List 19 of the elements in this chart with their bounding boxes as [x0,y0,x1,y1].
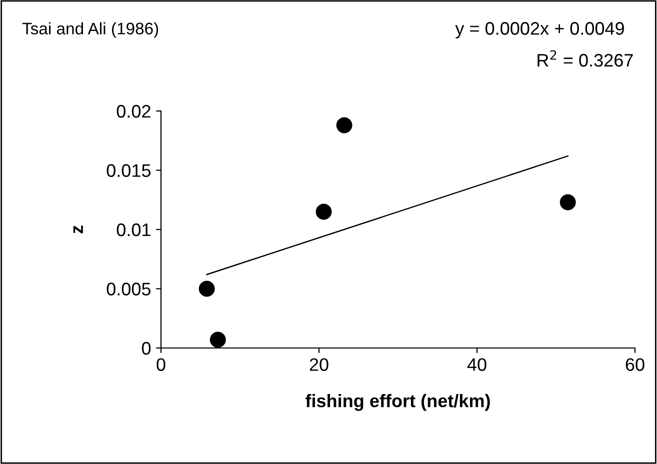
text: y = 0.0002x + 0.0049 [455,22,624,38]
point [198,280,215,297]
text: R$^{2}$ = 0.3267 [538,50,633,67]
x-tick-label: 20 [310,358,328,371]
point [210,332,226,348]
x-axis-title: fishing effort (net/km) [306,394,490,411]
x-tick-label: 60 [626,358,644,371]
y-axis-title: z [73,226,83,234]
chart-title: Tsai and Ali (1986) [22,22,158,38]
y-tick-label: 0.005 [106,282,151,296]
x-tick-label: 40 [467,358,486,371]
point [560,194,576,210]
x-tick-label: 0 [156,358,166,371]
y-tick-label: 0.02 [116,104,150,118]
point [316,204,332,220]
y-tick-label: 0 [142,342,151,355]
point [336,117,352,134]
y-tick-label: 0.01 [116,223,150,236]
y-tick-label: 0.015 [106,164,151,177]
